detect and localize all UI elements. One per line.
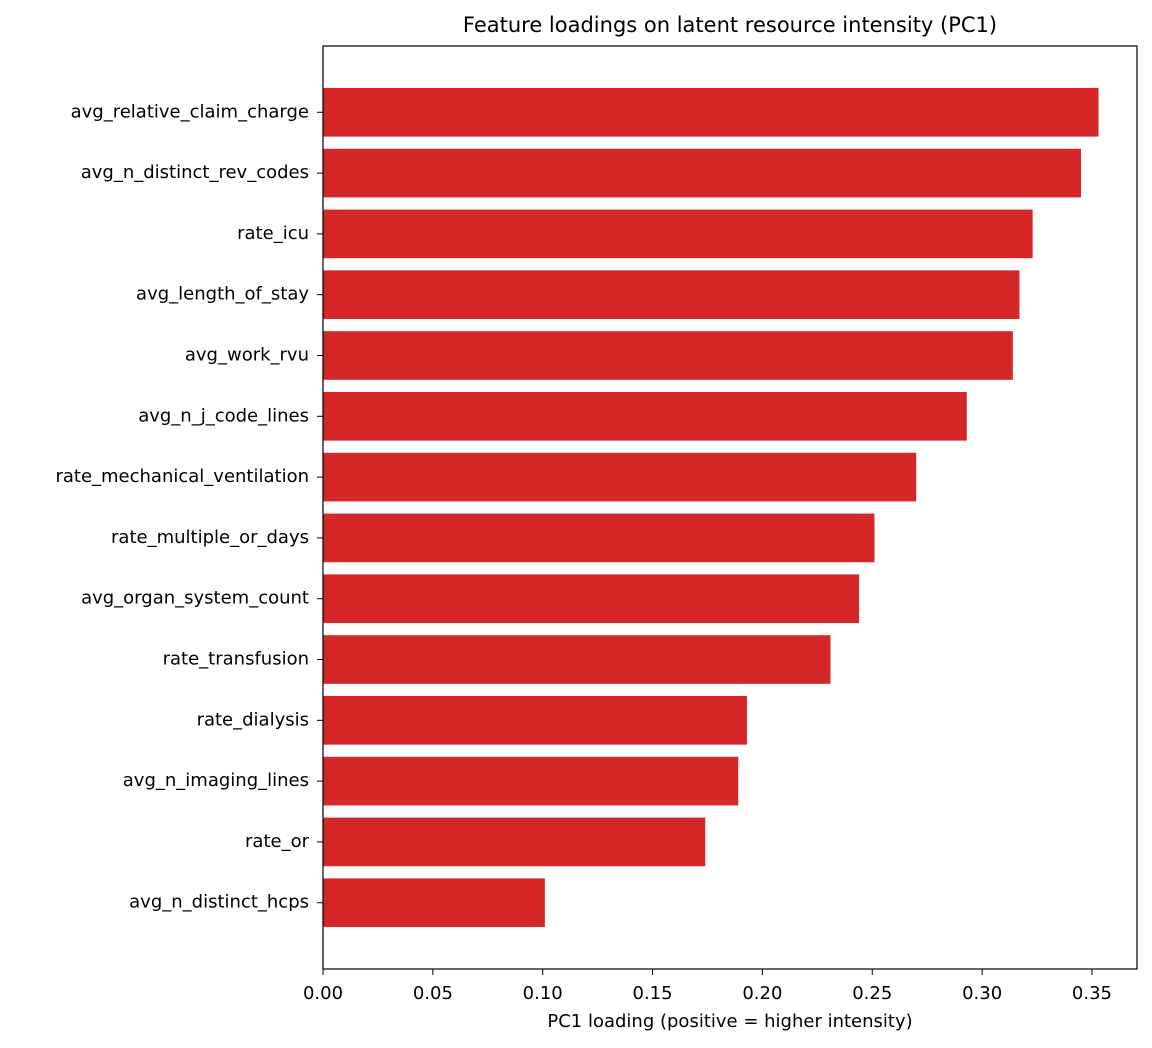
- bar: [323, 87, 1099, 137]
- bar: [323, 756, 739, 806]
- x-axis-label: PC1 loading (positive = higher intensity…: [547, 1011, 912, 1032]
- x-tick-label: 0.20: [742, 983, 782, 1004]
- y-tick-label: avg_n_distinct_hcps: [129, 892, 309, 913]
- y-tick-label: avg_length_of_stay: [136, 284, 309, 305]
- bar: [323, 209, 1033, 259]
- y-tick-label: avg_n_distinct_rev_codes: [81, 162, 309, 183]
- x-tick-label: 0.15: [633, 983, 673, 1004]
- bar: [323, 695, 748, 745]
- bar: [323, 391, 967, 441]
- y-tick-label: avg_n_j_code_lines: [138, 405, 309, 426]
- y-tick-label: avg_relative_claim_charge: [71, 101, 309, 122]
- x-tick-label: 0.35: [1072, 983, 1112, 1004]
- x-tick-label: 0.10: [523, 983, 563, 1004]
- y-tick-label: rate_icu: [237, 223, 309, 244]
- x-tick-label: 0.25: [852, 983, 892, 1004]
- y-tick-label: rate_multiple_or_days: [111, 527, 309, 548]
- bar: [323, 513, 875, 563]
- x-tick-label: 0.00: [303, 983, 343, 1004]
- y-tick-label: rate_dialysis: [197, 709, 309, 730]
- y-tick-label: rate_or: [245, 831, 310, 852]
- x-tick-label: 0.30: [962, 983, 1002, 1004]
- chart-title: Feature loadings on latent resource inte…: [463, 13, 997, 37]
- x-tick-label: 0.05: [413, 983, 453, 1004]
- bar: [323, 270, 1020, 320]
- y-tick-label: avg_n_imaging_lines: [123, 770, 309, 791]
- bar: [323, 878, 545, 928]
- plot-frame: [322, 45, 1138, 970]
- y-tick-label: rate_mechanical_ventilation: [55, 466, 309, 487]
- bar: [323, 148, 1081, 198]
- y-tick-label: avg_work_rvu: [185, 344, 309, 365]
- bar: [323, 452, 917, 502]
- y-tick-label: rate_transfusion: [163, 649, 309, 670]
- bar: [323, 331, 1013, 380]
- bar: [323, 817, 706, 867]
- y-tick-label: avg_organ_system_count: [81, 588, 309, 609]
- bar: [323, 574, 860, 624]
- bar: [323, 635, 831, 684]
